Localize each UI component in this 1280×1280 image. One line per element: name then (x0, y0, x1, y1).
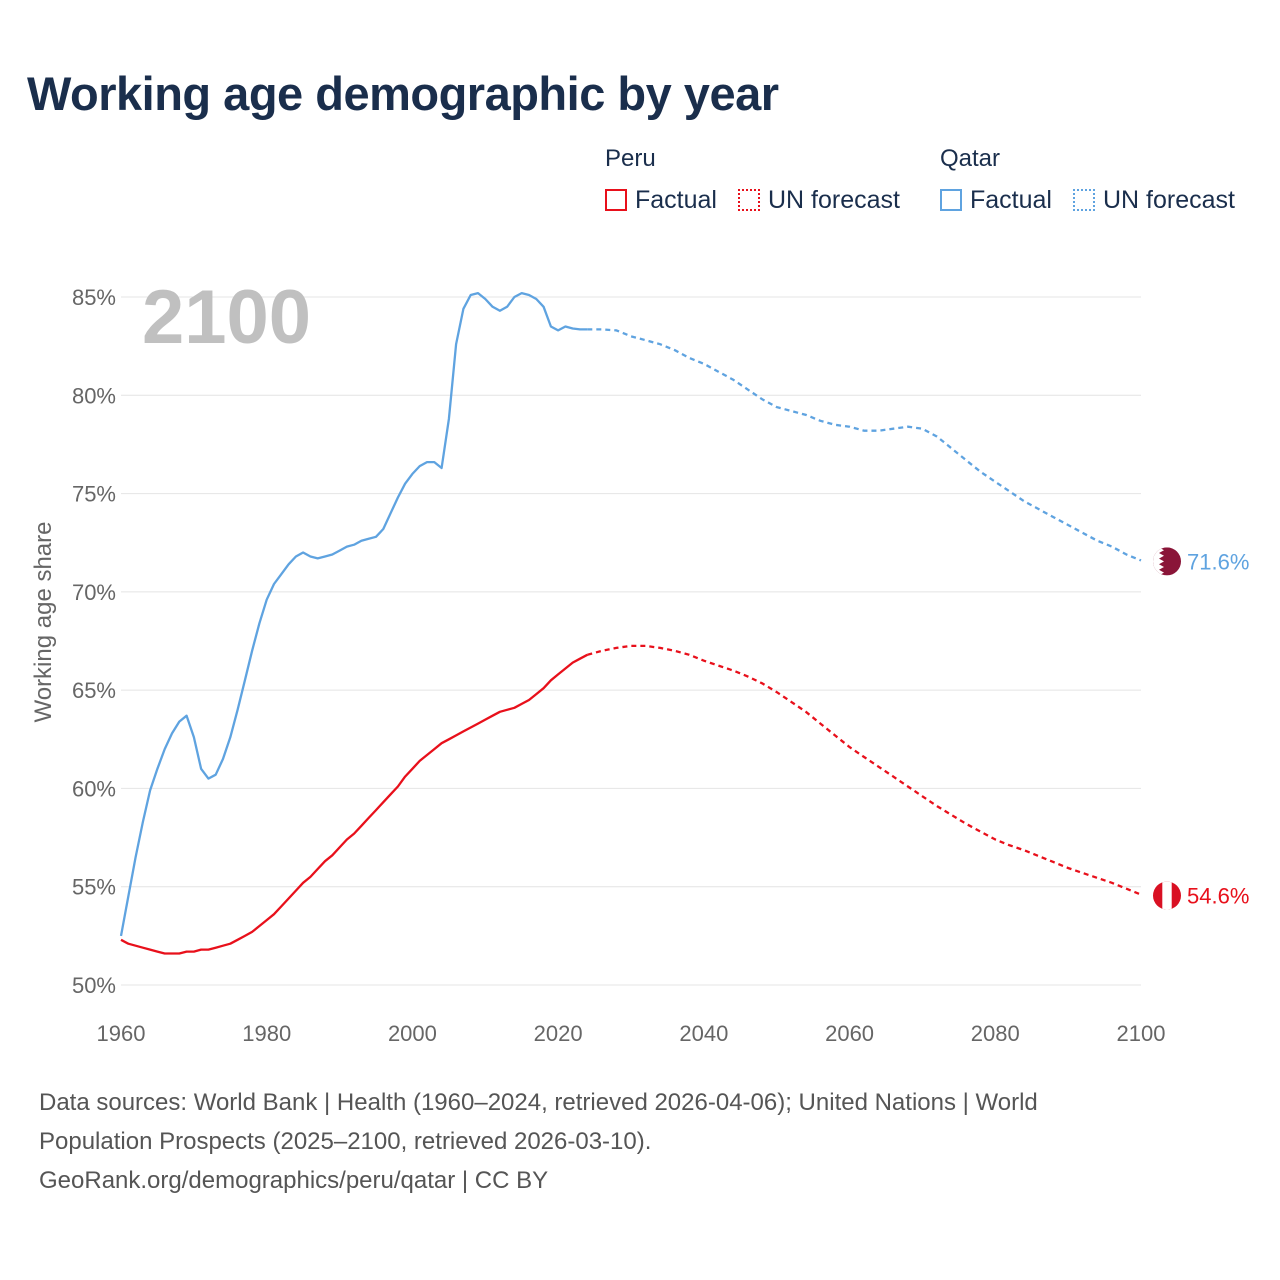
legend-swatch-dotted-icon (1073, 189, 1095, 211)
x-tick-label: 1980 (242, 1021, 291, 1046)
legend-item-peru-factual[interactable]: Factual (605, 186, 717, 214)
series-line-peru-factual[interactable] (120, 653, 588, 955)
x-tick-label: 2060 (825, 1021, 874, 1046)
y-axis-label: Working age share (30, 522, 57, 723)
chart-title: Working age demographic by year (27, 67, 779, 120)
footer-sources-line-1: Data sources: World Bank | Health (1960–… (39, 1089, 1038, 1116)
y-tick-label: 70% (72, 580, 116, 605)
footer-credit[interactable]: GeoRank.org/demographics/peru/qatar | CC… (39, 1167, 549, 1194)
legend-swatch-dotted-icon (738, 189, 760, 211)
y-tick-label: 55% (72, 875, 116, 900)
legend-item-peru-forecast[interactable]: UN forecast (738, 186, 900, 214)
x-tick-label: 2080 (971, 1021, 1020, 1046)
legend-label: Factual (970, 185, 1052, 214)
x-tick-label: 2100 (1117, 1021, 1166, 1046)
y-tick-label: 80% (72, 383, 116, 408)
x-tick-label: 1960 (97, 1021, 146, 1046)
legend-swatch-solid-icon (940, 189, 962, 211)
y-tick-label: 75% (72, 482, 116, 507)
legend-title-peru: Peru (605, 145, 656, 172)
x-tick-label: 2040 (679, 1021, 728, 1046)
legend-label: UN forecast (1103, 185, 1235, 214)
peru-flag-icon (1153, 881, 1181, 910)
year-display: 2100 (142, 275, 311, 360)
footer-sources-line-2: Population Prospects (2025–2100, retriev… (39, 1128, 652, 1155)
x-tick-label: 2020 (534, 1021, 583, 1046)
legend-item-qatar-factual[interactable]: Factual (940, 186, 1052, 214)
y-tick-label: 50% (72, 973, 116, 998)
qatar-flag-icon (1153, 547, 1181, 576)
legend-swatch-solid-icon (605, 189, 627, 211)
y-tick-label: 85% (72, 285, 116, 310)
y-tick-label: 65% (72, 678, 116, 703)
peru-end-value-label: 54.6% (1187, 884, 1249, 909)
legend-title-qatar: Qatar (940, 145, 1001, 172)
legend-label: UN forecast (768, 185, 900, 214)
series-line-peru-forecast[interactable] (586, 644, 1142, 896)
y-tick-label: 60% (72, 776, 116, 801)
legend-item-qatar-forecast[interactable]: UN forecast (1073, 186, 1235, 214)
x-tick-label: 2000 (388, 1021, 437, 1046)
legend-label: Factual (635, 185, 717, 214)
qatar-end-value-label: 71.6% (1187, 549, 1249, 574)
series-line-qatar-forecast[interactable] (587, 328, 1142, 562)
series-line-qatar-factual[interactable] (119, 291, 588, 937)
